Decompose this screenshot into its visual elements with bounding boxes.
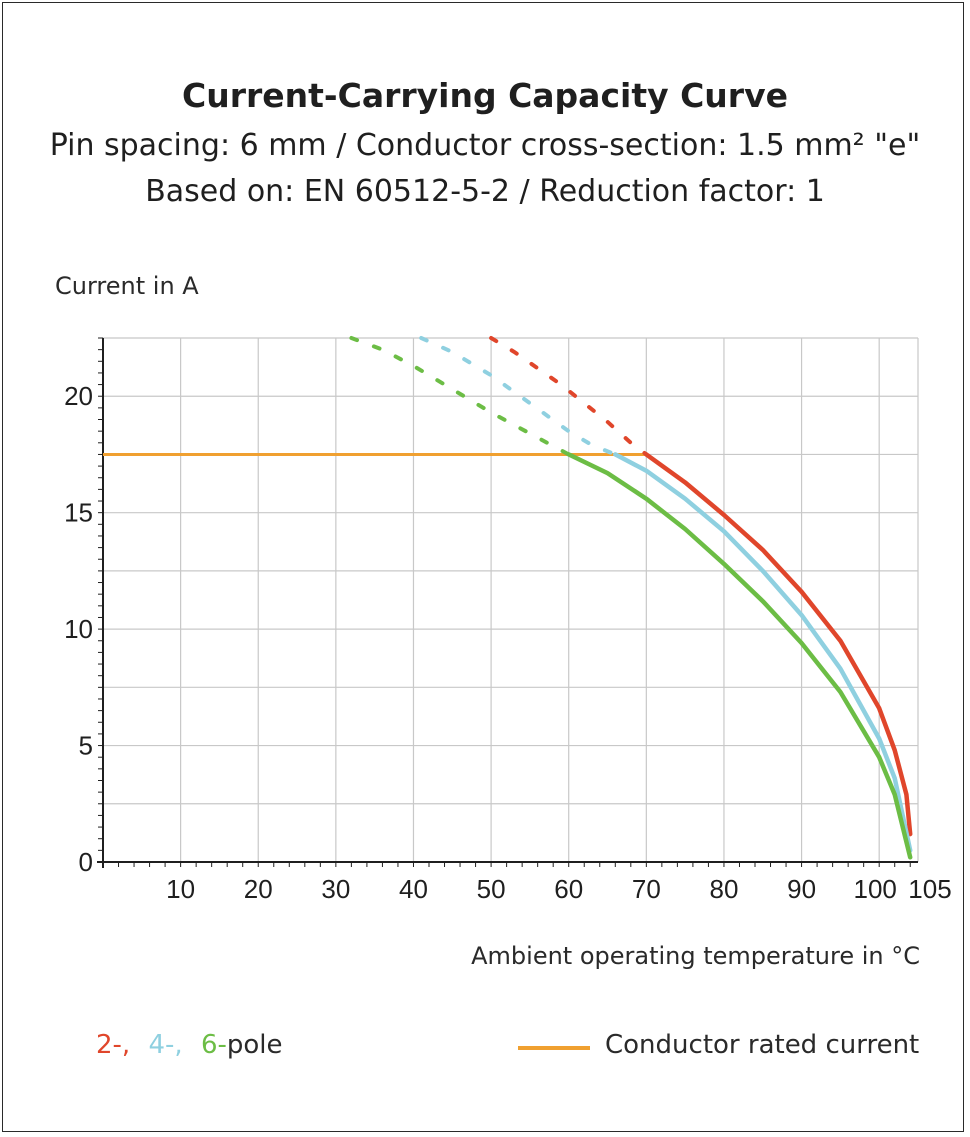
x-tick-label: 105 xyxy=(908,874,951,904)
y-tick-label: 15 xyxy=(64,498,93,528)
y-tick-label: 10 xyxy=(64,614,93,644)
chart-subtitle-spacing: Pin spacing: 6 mm / Conductor cross-sect… xyxy=(49,128,921,163)
series-2-pole-dashed xyxy=(489,336,649,457)
x-tick-label: 20 xyxy=(244,874,273,904)
y-axis-label: Current in A xyxy=(55,272,199,300)
chart-title: Current-Carrying Capacity Curve xyxy=(182,76,788,115)
series-4-pole-dashed xyxy=(419,336,618,457)
x-tick-label: 30 xyxy=(321,874,350,904)
legend-rated-current: Conductor rated current xyxy=(605,1030,920,1060)
legend-4-pole: 4-, xyxy=(148,1030,183,1060)
series-6-pole-solid xyxy=(566,452,913,860)
y-tick-label: 20 xyxy=(64,381,93,411)
x-tick-label: 100 xyxy=(853,874,896,904)
x-tick-label: 50 xyxy=(477,874,506,904)
legend-poles: 2-, 4-, 6-pole xyxy=(96,1030,283,1060)
y-tick-label: 5 xyxy=(79,731,93,761)
x-tick-label: 60 xyxy=(554,874,583,904)
legend-2-pole: 2-, xyxy=(96,1030,131,1060)
x-tick-label: 40 xyxy=(399,874,428,904)
x-axis-label: Ambient operating temperature in °C xyxy=(471,942,920,970)
legend-6-pole: 6- xyxy=(200,1030,227,1060)
x-tick-label: 10 xyxy=(166,874,195,904)
x-tick-label: 90 xyxy=(787,874,816,904)
x-tick-label: 80 xyxy=(709,874,738,904)
series-2-pole-solid xyxy=(644,452,913,837)
y-tick-label: 0 xyxy=(79,847,93,877)
x-tick-label: 70 xyxy=(632,874,661,904)
series-4-pole-solid xyxy=(613,452,913,853)
legend-rated-current-swatch xyxy=(518,1046,590,1050)
chart-subtitle-standard: Based on: EN 60512-5-2 / Reduction facto… xyxy=(145,174,825,209)
legend-pole-suffix: pole xyxy=(226,1030,283,1060)
